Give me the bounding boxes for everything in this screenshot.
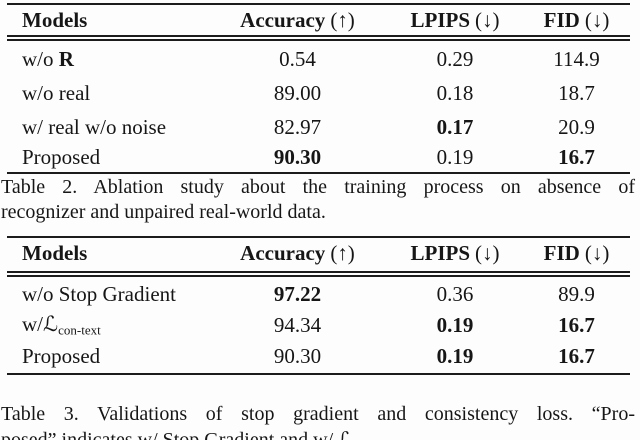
table-2-caption-line-2: recognizer and unpaired real-world data. bbox=[1, 201, 326, 223]
cell-accuracy: 82.97 bbox=[273, 114, 322, 139]
down-arrow-indicator: (↓) bbox=[584, 240, 610, 265]
table-2-double-rule-upper bbox=[7, 35, 630, 37]
header-label: LPIPS bbox=[410, 7, 470, 32]
column-header-accuracy: Accuracy (↑) bbox=[210, 5, 385, 35]
cell-accuracy: 94.34 bbox=[273, 313, 322, 337]
column-header-lpips: LPIPS (↓) bbox=[385, 238, 525, 268]
cell-lpips: 0.19 bbox=[436, 344, 474, 368]
table-row: Proposed 90.30 0.19 16.7 bbox=[0, 341, 640, 372]
cell-fid: 18.7 bbox=[558, 80, 595, 105]
math-symbol-R: R bbox=[58, 46, 74, 71]
cell-accuracy: 90.30 bbox=[273, 344, 322, 368]
header-label: LPIPS bbox=[410, 240, 470, 265]
down-arrow-indicator: (↓) bbox=[475, 7, 500, 32]
column-header-models: Models bbox=[22, 5, 212, 35]
column-header-lpips: LPIPS (↓) bbox=[385, 5, 525, 35]
header-label: Accuracy bbox=[240, 7, 326, 32]
cell-model: w/ℒcon-text bbox=[22, 310, 212, 341]
cell-lpips: 0.17 bbox=[436, 114, 474, 139]
header-label: FID bbox=[543, 240, 580, 265]
up-arrow-indicator: (↑) bbox=[330, 240, 355, 265]
cell-lpips: 0.19 bbox=[436, 145, 474, 169]
cell-lpips: 0.36 bbox=[436, 281, 474, 306]
table-3-double-rule-lower bbox=[7, 275, 630, 278]
up-arrow-indicator: (↑) bbox=[330, 7, 355, 32]
table-3-header-row: Models Accuracy (↑) LPIPS (↓) FID (↓) bbox=[0, 238, 640, 268]
cell-accuracy: 89.00 bbox=[273, 80, 322, 105]
header-label: FID bbox=[543, 7, 580, 32]
down-arrow-indicator: (↓) bbox=[584, 7, 610, 32]
loss-subscript: con-text bbox=[58, 322, 101, 338]
cell-model: w/o Stop Gradient bbox=[22, 281, 176, 306]
table-row: w/ real w/o noise 82.97 0.17 20.9 bbox=[0, 110, 640, 144]
table-row: w/o Stop Gradient 97.22 0.36 89.9 bbox=[0, 278, 640, 310]
cell-fid: 89.9 bbox=[558, 281, 595, 306]
cell-lpips: 0.19 bbox=[436, 313, 474, 337]
cell-fid: 16.7 bbox=[558, 313, 595, 337]
cell-lpips: 0.29 bbox=[436, 46, 474, 71]
table-3-caption-line-1: Table 3. Validations of stop gradient an… bbox=[1, 403, 635, 425]
header-label: Models bbox=[22, 240, 88, 265]
cell-lpips: 0.18 bbox=[436, 80, 474, 105]
table-3-top-rule bbox=[7, 236, 630, 239]
table-2-bottom-rule bbox=[7, 172, 630, 175]
table-2-caption-line-1: Table 2. Ablation study about the traini… bbox=[1, 176, 635, 198]
column-header-accuracy: Accuracy (↑) bbox=[210, 238, 385, 268]
model-text: w/o bbox=[22, 46, 59, 71]
cell-model: Proposed bbox=[22, 145, 101, 169]
table-2-double-rule-lower bbox=[7, 39, 630, 42]
cell-fid: 16.7 bbox=[558, 145, 595, 169]
cell-accuracy: 90.30 bbox=[273, 145, 322, 169]
table-3-bottom-rule bbox=[7, 373, 630, 376]
table-3-caption-line-2-clipped: posed” indicates w/ Stop Gradient and w/… bbox=[1, 429, 353, 440]
down-arrow-indicator: (↓) bbox=[475, 240, 500, 265]
cell-accuracy: 97.22 bbox=[273, 281, 322, 306]
table-2-top-rule bbox=[7, 3, 630, 6]
calligraphic-L-symbol: ℒ bbox=[43, 312, 59, 337]
column-header-fid: FID (↓) bbox=[525, 5, 628, 35]
cell-model: w/o real bbox=[22, 80, 91, 105]
column-header-fid: FID (↓) bbox=[525, 238, 628, 268]
column-header-models: Models bbox=[22, 238, 212, 268]
cell-accuracy: 0.54 bbox=[279, 46, 316, 71]
table-row: w/o R 0.54 0.29 114.9 bbox=[0, 42, 640, 76]
model-text: w/ bbox=[22, 312, 43, 337]
table-2-header-row: Models Accuracy (↑) LPIPS (↓) FID (↓) bbox=[0, 5, 640, 35]
table-3-double-rule-upper bbox=[7, 271, 630, 273]
table-row: Proposed 90.30 0.19 16.7 bbox=[0, 144, 640, 171]
cell-model: w/ real w/o noise bbox=[22, 114, 167, 139]
cell-fid: 16.7 bbox=[558, 344, 595, 368]
cell-fid: 114.9 bbox=[553, 46, 600, 71]
table-row: w/o real 89.00 0.18 18.7 bbox=[0, 76, 640, 110]
cell-fid: 20.9 bbox=[558, 114, 595, 139]
header-label: Accuracy bbox=[240, 240, 326, 265]
cell-model: Proposed bbox=[22, 344, 101, 368]
header-label: Models bbox=[22, 7, 88, 32]
cell-model: w/o R bbox=[22, 42, 212, 76]
table-row: w/ℒcon-text 94.34 0.19 16.7 bbox=[0, 310, 640, 341]
